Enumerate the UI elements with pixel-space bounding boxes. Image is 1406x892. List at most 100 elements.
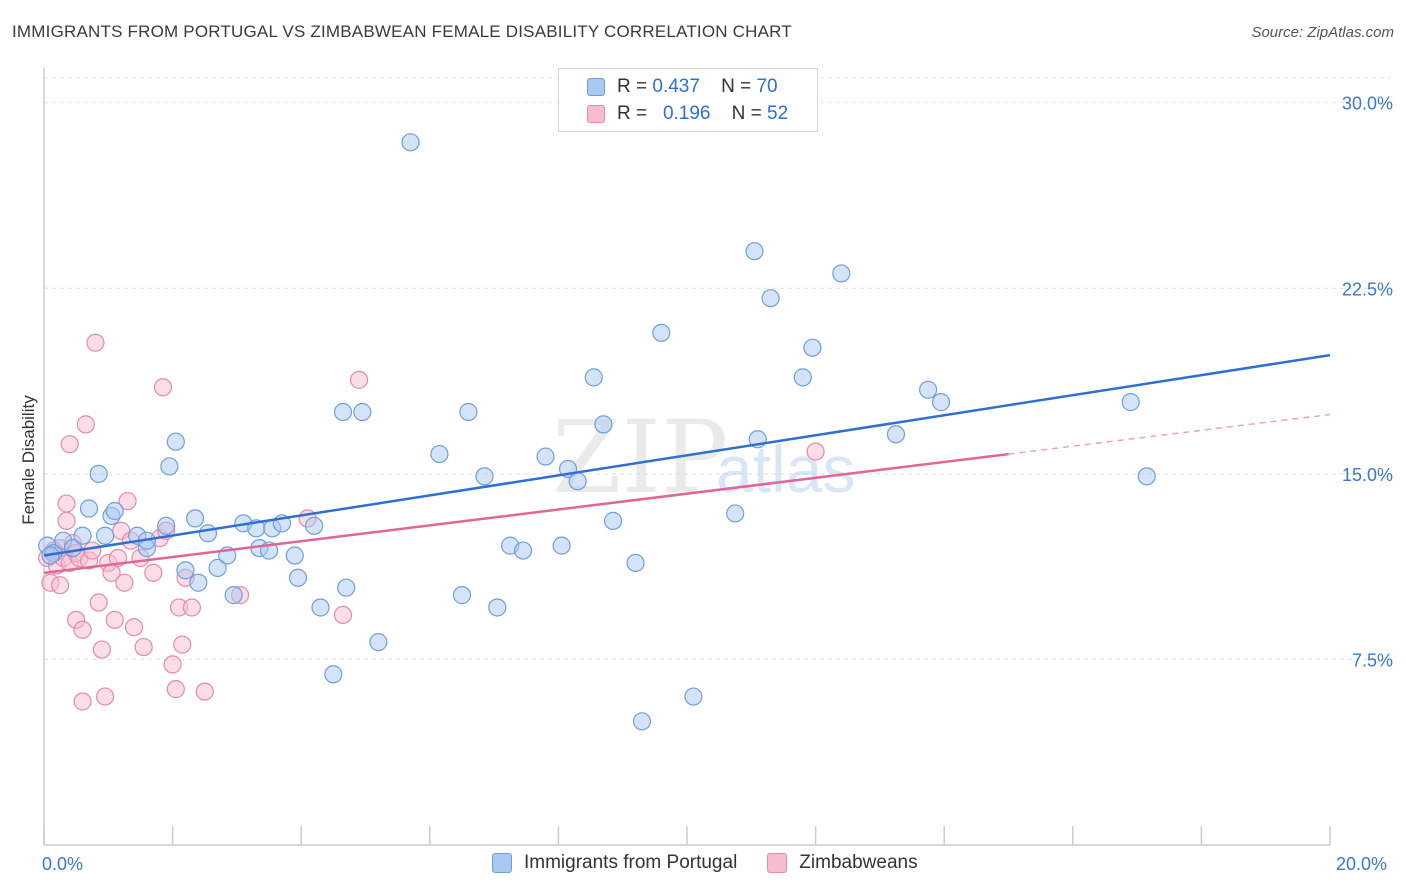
y-tick-label: 22.5% bbox=[1342, 279, 1393, 299]
portugal-point bbox=[459, 402, 478, 422]
zimbabweans-point bbox=[349, 370, 369, 389]
portugal-point bbox=[793, 368, 812, 387]
portugal-point bbox=[369, 633, 388, 652]
zimbabweans-point bbox=[163, 655, 182, 674]
trend-lines bbox=[43, 353, 1331, 575]
portugal-point bbox=[832, 264, 851, 283]
portugal-point bbox=[475, 467, 494, 486]
portugal-point bbox=[288, 568, 308, 587]
portugal-point bbox=[157, 516, 176, 535]
legend-r-label: R = bbox=[617, 103, 648, 124]
zimbabweans-trend-line bbox=[43, 452, 1009, 575]
legend-n-value: 52 bbox=[767, 103, 789, 124]
portugal-point bbox=[166, 432, 185, 451]
portugal-point bbox=[886, 425, 906, 444]
zimbabweans-point bbox=[86, 333, 105, 352]
zimbabweans-point bbox=[89, 593, 108, 612]
source-label: Source: ZipAtlas.com bbox=[1251, 24, 1394, 41]
portugal-point bbox=[536, 447, 555, 466]
portugal-point bbox=[430, 444, 449, 464]
portugal-point bbox=[337, 578, 356, 597]
chart-title: IMMIGRANTS FROM PORTUGAL VS ZIMBABWEAN F… bbox=[12, 22, 792, 41]
zimbabweans-points bbox=[38, 333, 825, 711]
grid-lines bbox=[44, 77, 1390, 660]
portugal-point bbox=[594, 415, 613, 434]
legend-r-value: 0.196 bbox=[662, 103, 711, 124]
portugal-point bbox=[1137, 467, 1156, 486]
zimbabweans-point bbox=[118, 491, 137, 511]
legend-row-portugal: R = 0.437 N = 70 bbox=[587, 75, 778, 99]
zimbabweans-point bbox=[115, 573, 134, 592]
portugal-point bbox=[761, 289, 780, 308]
portugal-point bbox=[488, 598, 507, 617]
portugal-point bbox=[684, 687, 703, 706]
x-tick-label-max: 20.0% bbox=[1336, 854, 1387, 874]
y-tick-labels: 7.5% 15.0% 22.5% 30.0% bbox=[1342, 94, 1393, 671]
portugal-point bbox=[803, 338, 822, 357]
legend-r-value: 0.437 bbox=[652, 76, 700, 97]
portugal-point bbox=[208, 558, 227, 577]
zimbabweans-point bbox=[83, 541, 102, 560]
y-axis-label: Female Disability bbox=[19, 395, 38, 525]
zimbabweans-point bbox=[134, 637, 153, 657]
portugal-point bbox=[79, 499, 99, 518]
zimbabweans-point bbox=[195, 682, 214, 701]
zimbabweans-point bbox=[50, 576, 70, 595]
portugal-point bbox=[919, 380, 938, 399]
correlation-legend: R = 0.437 N = 70 R = 0.196 N = 52 bbox=[558, 68, 818, 132]
portugal-point bbox=[224, 586, 243, 605]
watermark-zip: ZIP bbox=[552, 399, 728, 516]
legend-swatch-pink bbox=[587, 105, 605, 123]
series-swatch-pink bbox=[767, 853, 788, 873]
portugal-point bbox=[160, 457, 179, 476]
series-legend: Immigrants from Portugal Zimbabweans bbox=[492, 852, 948, 874]
y-tick-label: 30.0% bbox=[1342, 94, 1393, 114]
portugal-point bbox=[311, 598, 330, 617]
legend-swatch-blue bbox=[587, 78, 605, 96]
zimbabweans-point bbox=[182, 598, 201, 617]
zimbabweans-point bbox=[92, 640, 111, 659]
portugal-point bbox=[603, 511, 623, 530]
series-swatch-blue bbox=[492, 853, 512, 873]
portugal-point bbox=[285, 546, 304, 565]
series-legend-label: Immigrants from Portugal bbox=[524, 852, 738, 873]
watermark-atlas: atlas bbox=[716, 432, 855, 506]
portugal-point bbox=[745, 242, 764, 261]
zimbabweans-point bbox=[173, 635, 192, 654]
portugal-point bbox=[105, 501, 124, 521]
zimbabweans-point bbox=[76, 415, 95, 434]
axes bbox=[43, 68, 1331, 846]
portugal-point bbox=[401, 133, 420, 152]
zimbabweans-point bbox=[144, 563, 163, 582]
portugal-point bbox=[333, 402, 353, 422]
series-legend-portugal: Immigrants from Portugal bbox=[492, 852, 737, 874]
watermark: ZIP atlas bbox=[552, 399, 855, 516]
legend-r-label: R = bbox=[617, 76, 648, 97]
zimbabweans-point bbox=[166, 680, 185, 699]
portugal-point bbox=[189, 573, 208, 592]
zimbabweans-point bbox=[57, 494, 76, 513]
portugal-point bbox=[626, 553, 645, 573]
zimbabweans-point bbox=[124, 618, 144, 637]
legend-n-label: N = bbox=[731, 103, 762, 124]
portugal-point bbox=[568, 472, 587, 491]
zimbabweans-point bbox=[73, 692, 92, 711]
series-legend-label: Zimbabweans bbox=[799, 852, 918, 873]
portugal-point bbox=[73, 526, 92, 545]
zimbabweans-point bbox=[153, 378, 173, 397]
zimbabweans-point bbox=[105, 610, 124, 629]
portugal-point bbox=[584, 368, 603, 387]
zimbabweans-trend-extension bbox=[1008, 413, 1331, 455]
portugal-point bbox=[176, 561, 195, 580]
portugal-point bbox=[513, 541, 533, 560]
portugal-point bbox=[304, 516, 324, 535]
portugal-point bbox=[452, 586, 472, 605]
portugal-point bbox=[324, 665, 343, 684]
zimbabweans-point bbox=[806, 442, 825, 461]
portugal-point bbox=[95, 526, 115, 545]
portugal-point bbox=[726, 504, 745, 523]
zimbabweans-point bbox=[333, 605, 353, 625]
zimbabweans-point bbox=[57, 511, 76, 530]
portugal-point bbox=[652, 323, 671, 342]
